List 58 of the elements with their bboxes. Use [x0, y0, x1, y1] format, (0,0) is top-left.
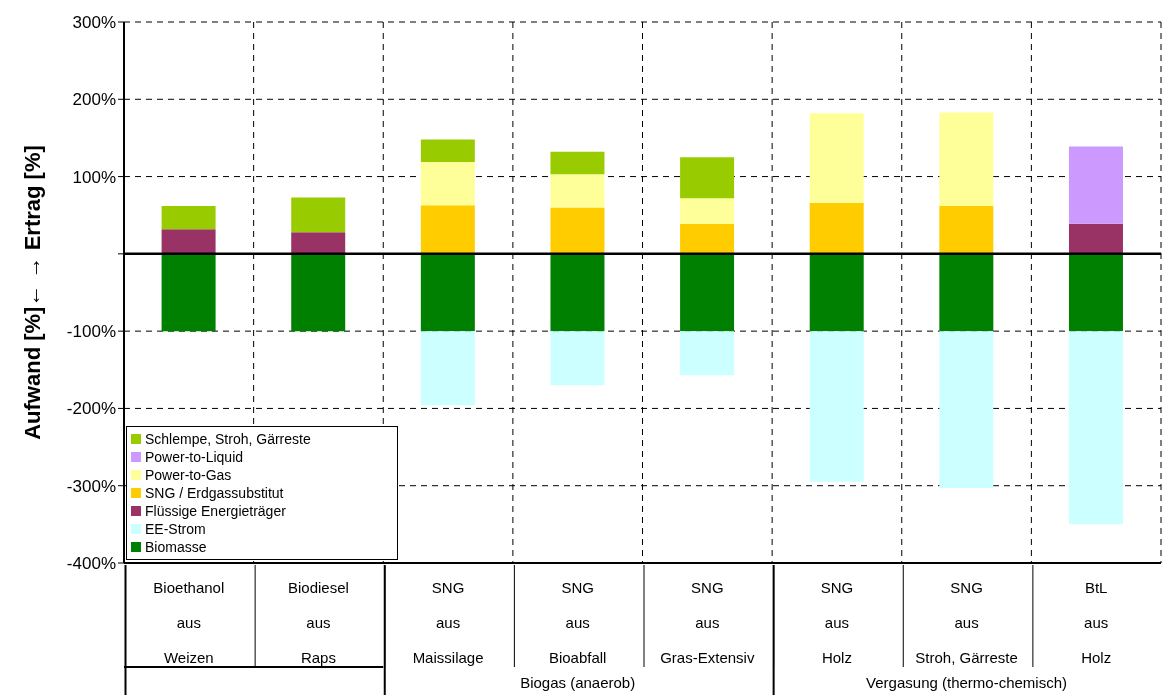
category-label: SNG aus Maissilage — [412, 579, 484, 666]
legend-label: Power-to-Liquid — [145, 449, 244, 465]
category-label: SNG aus Gras-Extensiv — [660, 579, 755, 666]
bar — [161, 229, 216, 254]
bar — [939, 205, 994, 254]
legend-label: Biomasse — [145, 539, 207, 555]
y-tick-label: 100% — [72, 167, 116, 187]
category-label: Bioethanol aus Weizen — [153, 579, 225, 666]
bar — [550, 331, 605, 386]
bar — [161, 205, 216, 230]
bar — [420, 253, 475, 332]
bar — [680, 253, 735, 332]
bar — [680, 157, 735, 199]
category-label: SNG aus Holz — [820, 579, 854, 666]
text: Biogas (anaerob) — [520, 674, 636, 691]
bar — [1068, 253, 1123, 332]
bar — [161, 253, 216, 332]
bar — [550, 151, 605, 175]
legend-label: SNG / Erdgassubstitut — [145, 485, 284, 501]
category-label: Biodiesel aus Raps — [288, 579, 349, 666]
bar — [680, 223, 735, 254]
y-tick-label: -100% — [66, 322, 116, 342]
bar — [939, 253, 994, 332]
bar — [680, 331, 735, 376]
bar — [1068, 331, 1123, 525]
bar — [291, 253, 346, 332]
bar — [420, 139, 475, 162]
bar — [939, 112, 994, 206]
bar — [939, 331, 994, 489]
text: Vergasung (thermo-chemisch) — [866, 674, 1068, 691]
category-label: SNG aus Bioabfall — [548, 579, 607, 666]
y-axis-title: Aufwand [%]← → Ertrag [%] — [20, 145, 45, 440]
bar — [291, 232, 346, 254]
legend-label: Schlempe, Stroh, Gärreste — [145, 431, 311, 447]
bar — [1068, 223, 1123, 254]
bar — [809, 253, 864, 332]
bar — [1068, 146, 1123, 224]
bar — [291, 197, 346, 233]
bar — [809, 331, 864, 482]
y-tick-label: -200% — [66, 399, 116, 419]
bar — [550, 174, 605, 208]
legend-label: Flüssige Energieträger — [145, 503, 286, 519]
bar — [809, 202, 864, 254]
y-tick-label: 200% — [72, 90, 116, 110]
bar — [420, 331, 475, 406]
category-label: SNG aus Stroh, Gärreste — [915, 579, 1018, 666]
bar — [420, 205, 475, 254]
legend-label: Power-to-Gas — [145, 467, 232, 483]
y-tick-label: -400% — [66, 554, 116, 574]
y-tick-label: 300% — [72, 13, 116, 33]
legend-label: EE-Strom — [145, 521, 206, 537]
bar — [550, 253, 605, 332]
bar — [550, 207, 605, 254]
bar — [809, 113, 864, 203]
y-tick-label: -300% — [66, 476, 116, 496]
bar — [680, 198, 735, 224]
bar — [420, 161, 475, 206]
category-label: BtL aus Holz — [1081, 579, 1112, 666]
